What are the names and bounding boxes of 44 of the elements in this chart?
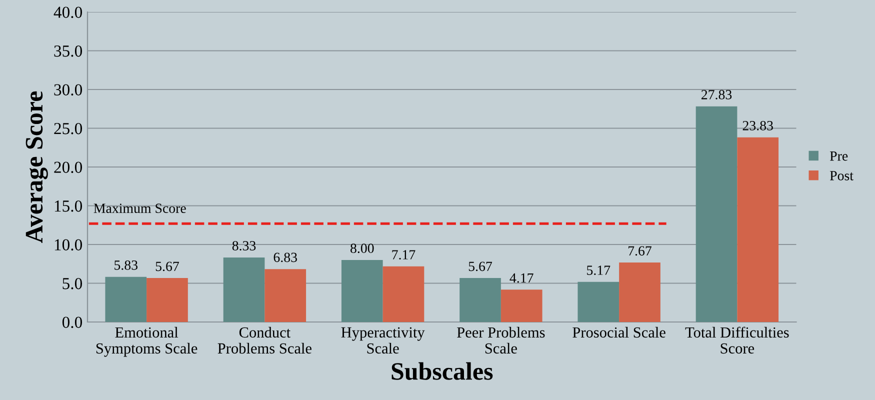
legend-label: Post <box>830 171 854 180</box>
legend-label: Pre <box>830 151 848 161</box>
data-label: 5.83 <box>114 260 138 270</box>
bar <box>105 276 147 322</box>
y-tick-label: 0.0 <box>62 316 82 328</box>
y-axis-title: Average Score <box>26 91 48 244</box>
bar <box>737 137 779 322</box>
y-tick-label: 40.0 <box>54 6 82 18</box>
bar <box>619 262 660 322</box>
data-label: 5.17 <box>587 266 610 276</box>
bar <box>146 278 188 322</box>
x-tick-label: Emotional Symptoms Scale <box>96 326 198 357</box>
data-label: 5.67 <box>156 262 179 272</box>
y-tick-label: 30.0 <box>54 84 82 96</box>
data-label: 23.83 <box>742 120 773 130</box>
x-tick-label: Total Difficulties Score <box>685 326 789 354</box>
data-label: 8.33 <box>232 241 256 251</box>
data-label: 6.83 <box>274 252 297 262</box>
data-label: 8.00 <box>350 244 374 254</box>
bar <box>341 260 383 322</box>
x-tick-label: Prosocial Scale <box>572 326 666 338</box>
data-label: 7.67 <box>628 246 652 256</box>
data-label: 7.17 <box>392 250 416 260</box>
y-tick-label: 25.0 <box>54 122 82 134</box>
bar <box>696 106 738 322</box>
y-tick-label: 10.0 <box>54 239 82 251</box>
y-tick-label: 35.0 <box>54 45 82 57</box>
x-tick-label: Hyperactivity Scale <box>341 327 425 354</box>
x-axis-title: Subscales <box>392 362 493 380</box>
data-label: 27.83 <box>702 90 732 100</box>
y-tick-label: 15.0 <box>54 200 82 212</box>
data-label: 4.17 <box>510 273 534 283</box>
bar <box>223 257 265 322</box>
data-label: 5.67 <box>468 262 492 272</box>
y-tick-label: 20.0 <box>54 162 82 174</box>
x-tick-label: Conduct Problems Scale <box>218 326 312 354</box>
bar <box>382 266 424 322</box>
ref-line-label: Maximum Score <box>94 204 186 214</box>
bar <box>264 269 306 322</box>
x-tick-label: Peer Problems Scale <box>457 326 545 354</box>
bar <box>578 282 620 322</box>
bar <box>500 290 542 322</box>
bar <box>460 278 501 322</box>
y-tick-label: 5.0 <box>62 278 82 290</box>
